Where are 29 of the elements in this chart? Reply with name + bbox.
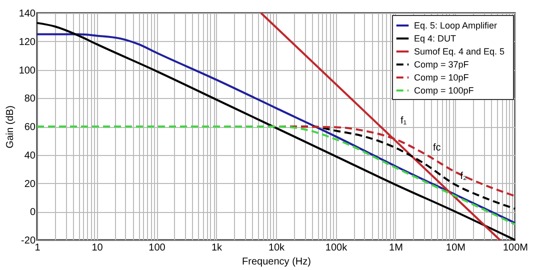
x-tick-label: 1k xyxy=(211,242,224,254)
legend-label: Eq. 5: Loop Amplifier xyxy=(414,20,498,30)
y-tick-label: 40 xyxy=(24,150,36,162)
y-tick-label: 80 xyxy=(24,94,36,105)
legend-label: Eq 4: DUT xyxy=(414,34,457,44)
y-axis-title: Gain (dB) xyxy=(4,106,16,148)
legend-label: Comp = 100pF xyxy=(414,86,474,96)
y-tick-label: 120 xyxy=(18,36,36,48)
x-tick-label: 10k xyxy=(268,242,286,254)
y-tick-label: 100 xyxy=(18,65,36,76)
x-tick-label: 10M xyxy=(446,242,466,254)
legend-label: Comp = 10pF xyxy=(414,72,470,82)
annotation: f₁ xyxy=(400,116,408,127)
y-tick-label: 140 xyxy=(18,8,36,20)
legend-label: Sumof Eq. 4 and Eq. 5 xyxy=(414,46,505,56)
x-tick-label: 100 xyxy=(148,242,166,254)
x-axis-title: Frequency (Hz) xyxy=(242,256,311,268)
x-tick-label: 1M xyxy=(389,242,403,254)
x-tick-label: 1 xyxy=(34,242,41,254)
y-tick-label: 0 xyxy=(30,207,36,218)
x-tick-label: 100M xyxy=(502,242,528,254)
x-tick-label: 10 xyxy=(92,242,104,254)
annotation: fc xyxy=(433,142,441,154)
x-tick-label: 100k xyxy=(325,242,348,254)
y-tick-label: -20 xyxy=(21,236,36,246)
legend-label: Comp = 37pF xyxy=(414,60,470,70)
y-tick-label: 20 xyxy=(24,178,36,190)
annotation: f₂ xyxy=(460,171,468,182)
y-tick-label: 60 xyxy=(24,122,36,133)
